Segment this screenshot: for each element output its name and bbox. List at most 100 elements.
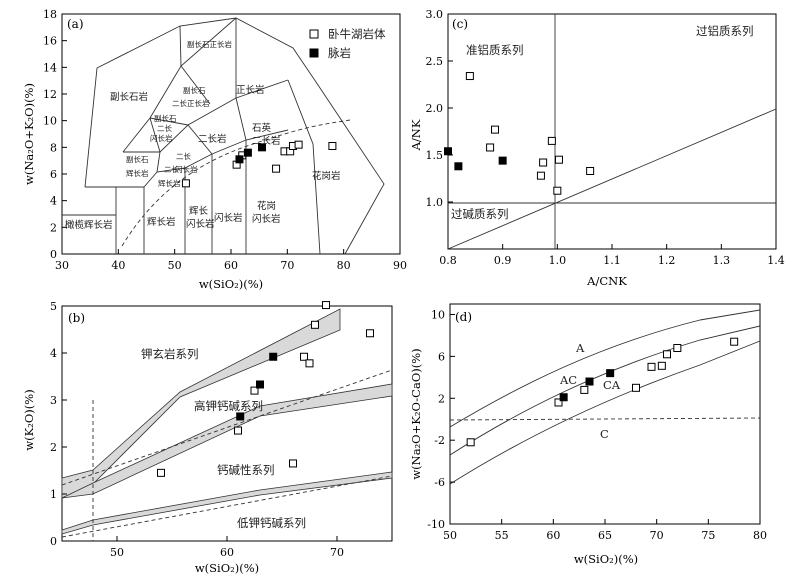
panel-b-dike-point — [236, 412, 245, 421]
panel-d-ytick-label: 10 — [431, 308, 445, 321]
panel-c-xlabel: A/CNK — [586, 274, 627, 288]
panel-c-dike-point — [444, 147, 452, 156]
panel-c-pluton-point — [536, 171, 545, 180]
panel-d-axis-ticks: 50 55 60 65 70 75 80 -10 -6 -2 2 6 10 — [427, 308, 767, 542]
panel-c-xtick-label: 1.3 — [713, 254, 731, 267]
panel-c-xtick-label: 1.0 — [549, 254, 567, 267]
panel-d-curve-lower — [449, 340, 761, 485]
panel-a-xtick-label: 30 — [55, 259, 69, 272]
panel-b-band-calcalkaline — [61, 471, 393, 535]
field-fgab1: 副长石 — [126, 154, 149, 164]
field-fmonz2: 二长正长岩 — [172, 98, 210, 108]
panel-b-ytick-label: 1 — [50, 488, 57, 501]
panel-c-ytick-label: 1.5 — [426, 149, 444, 162]
panel-d-label-a: A — [575, 341, 585, 355]
panel-a-ytick-label: 0 — [50, 248, 57, 261]
panel-c-xtick-label: 1.4 — [767, 254, 785, 267]
panel-a-xtick-label: 60 — [224, 259, 238, 272]
panel-a-ytick-label: 18 — [43, 8, 57, 21]
panel-b-ytick-label: 5 — [50, 300, 57, 313]
panel-d-label-c: C — [600, 427, 609, 441]
panel-c-xtick-label: 1.2 — [658, 254, 676, 267]
panel-b: (b) 钾玄岩系列 高钾钙碱系列 钙碱性系列 低钾钙碱系列 50 60 70 0 1 2 3… — [22, 300, 393, 575]
panel-b-xtick-label: 70 — [330, 546, 344, 559]
panel-d-xtick-label: 70 — [650, 529, 664, 542]
panel-d-xtick-label: 55 — [495, 529, 509, 542]
panel-a-xtick-label: 80 — [337, 259, 351, 272]
panel-a-xlabel: w(SiO₂)(%) — [199, 277, 263, 291]
panel-b-ytick-label: 2 — [50, 441, 57, 454]
panel-c-pluton-point — [465, 72, 474, 81]
panel-a-xtick-label: 90 — [393, 259, 407, 272]
field-gdio1: 辉长 — [189, 205, 209, 217]
panel-b-pluton-point — [289, 459, 297, 468]
panel-d-ylabel: w(Na₂O+K₂O-CaO)(%) — [409, 348, 423, 479]
panel-a-dike-point — [235, 155, 244, 164]
panel-d-dike-point — [585, 377, 594, 386]
legend-filled-label: 脉岩 — [328, 46, 351, 60]
panel-d-label-ca: CA — [603, 378, 621, 392]
panel-d-xlabel: w(SiO₂)(%) — [574, 552, 638, 566]
panel-a-field-labels: 副长石正长岩 副长石岩 正长岩 副长石 二长正长岩 副长石 二长 闪长岩 二长岩… — [65, 39, 341, 231]
field-fmonzd2: 二长 — [157, 123, 172, 133]
panel-b-ylabel: w(K₂O)(%) — [22, 389, 36, 450]
panel-b-series-highk: 高钾钙碱系列 — [194, 399, 263, 413]
panel-c-pluton-point — [539, 158, 548, 167]
field-diorite: 闪长岩 — [214, 212, 243, 224]
panel-a-alkaline-divider — [121, 119, 351, 247]
panel-c-pluton-point — [547, 136, 556, 145]
field-fsyenite2: 副长石岩 — [110, 91, 148, 103]
panel-c-xtick-label: 0.8 — [439, 254, 457, 267]
panel-b-series-shoshonite: 钾玄岩系列 — [141, 347, 199, 361]
panel-c-pluton-point — [553, 186, 562, 195]
panel-a-ylabel: w(Na₂O+K₂O)(%) — [22, 83, 36, 185]
panel-b-pluton-point — [311, 320, 319, 329]
panel-b-pluton-point — [322, 301, 330, 310]
panel-c-pluton-point — [554, 155, 563, 164]
panel-c-xtick-label: 0.9 — [494, 254, 512, 267]
panel-b-pluton-point — [250, 386, 259, 395]
panel-c-pluton-point — [586, 166, 595, 175]
legend-filled-marker — [309, 48, 319, 58]
panel-b-tag: (b) — [68, 311, 85, 325]
panel-c-tag: (c) — [452, 17, 468, 31]
panel-d-xtick-label: 60 — [546, 529, 560, 542]
legend-open-marker — [309, 29, 319, 39]
panel-d-pluton-point — [673, 344, 682, 352]
panel-c-ytick-label: 2.5 — [426, 55, 444, 68]
panel-b-axis-ticks: 50 60 70 0 1 2 3 4 5 — [50, 300, 344, 559]
panel-c-field-peraluminous: 过铝质系列 — [696, 24, 754, 38]
field-gdio2: 闪长岩 — [186, 218, 215, 230]
panel-c-divider-diagonal — [447, 108, 777, 250]
panel-d-points — [466, 337, 739, 447]
panel-c: (c) 过铝质系列 准铝质系列 过碱质系列 0.8 0.9 1.0 1.1 1.2 1.3… — [409, 8, 785, 288]
panel-c-ytick-label: 2.0 — [426, 102, 444, 115]
panel-a-ytick-label: 16 — [43, 35, 57, 48]
panel-b-xtick-label: 60 — [220, 546, 234, 559]
panel-a-pluton-point — [272, 164, 281, 173]
panel-a-ytick-label: 6 — [50, 168, 57, 181]
field-syenite: 正长岩 — [236, 84, 265, 96]
field-mgab1: 二长 — [164, 164, 179, 174]
panel-a-pluton-point — [328, 142, 337, 150]
panel-b-pluton-point — [300, 352, 308, 361]
panel-b-pluton-point — [305, 359, 314, 368]
field-mgab2: 辉长岩 — [158, 178, 181, 188]
panel-d-ytick-label: -10 — [427, 518, 445, 531]
panel-b-ytick-label: 3 — [50, 394, 57, 407]
panel-b-xlabel: w(SiO₂)(%) — [195, 561, 259, 575]
panel-d-pluton-point — [466, 438, 475, 447]
field-gabbro: 辉长岩 — [147, 216, 176, 228]
panel-b-dashed-divider-upper — [61, 369, 393, 486]
panel-b-points — [157, 301, 374, 477]
panel-d-dike-point — [559, 393, 568, 402]
panel-b-dike-point — [256, 380, 264, 389]
field-monzonite: 二长岩 — [198, 133, 227, 145]
panel-a: (a) — [22, 8, 407, 291]
panel-a-dike-point — [257, 143, 266, 152]
field-fgab2: 辉长岩 — [126, 168, 149, 178]
panel-a-xtick-label: 70 — [280, 259, 294, 272]
panel-a-dike-point — [243, 148, 252, 157]
panel-c-pluton-point — [486, 143, 495, 152]
